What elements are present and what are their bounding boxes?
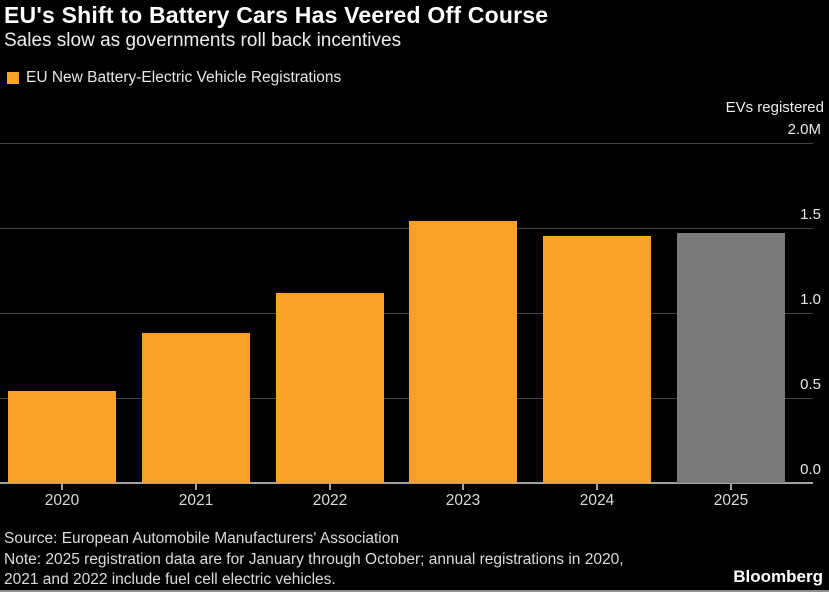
xtick-2022 [329,484,331,490]
bottom-border [0,590,829,592]
chart-subtitle: Sales slow as governments roll back ince… [4,30,402,51]
legend-swatch-icon [7,72,19,84]
legend-label: EU New Battery-Electric Vehicle Registra… [26,69,342,86]
note-line-2: 2021 and 2022 include fuel cell electric… [4,571,336,588]
y-axis-title: EVs registered [725,99,824,116]
xtick-label-2020: 2020 [44,492,80,509]
chart-title: EU's Shift to Battery Cars Has Veered Of… [4,2,549,28]
xtick-label-2024: 2024 [579,492,615,509]
ytick-label-1.0: 1.0 [800,291,821,308]
xtick-label-2022: 2022 [312,492,348,509]
ytick-label-0.5: 0.5 [800,376,821,393]
ytick-label-1.5: 1.5 [800,206,821,223]
source-text: Source: European Automobile Manufacturer… [4,530,399,547]
xtick-label-2023: 2023 [445,492,481,509]
bar-2025 [677,233,785,483]
gridline-0.0 [0,482,813,484]
xtick-label-2025: 2025 [713,492,749,509]
bar-2020 [8,391,116,483]
bar-2021 [142,333,250,483]
bar-2022 [276,293,384,483]
xtick-2020 [61,484,63,490]
xtick-2023 [462,484,464,490]
bloomberg-logo: Bloomberg [733,567,823,586]
bar-2023 [409,221,517,483]
xtick-label-2021: 2021 [178,492,214,509]
footer: Source: European Automobile Manufacturer… [4,529,624,591]
ytick-label-0.0: 0.0 [800,461,821,478]
gridline-2.0M [0,143,813,144]
xtick-2024 [596,484,598,490]
ytick-label-2.0M: 2.0M [787,121,821,138]
gridline-1.0 [0,313,813,314]
xtick-2025 [730,484,732,490]
gridline-0.5 [0,398,813,399]
legend: EU New Battery-Electric Vehicle Registra… [7,69,341,87]
gridline-1.5 [0,228,813,229]
xtick-2021 [195,484,197,490]
note-line-1: Note: 2025 registration data are for Jan… [4,550,624,568]
bar-2024 [543,236,651,483]
